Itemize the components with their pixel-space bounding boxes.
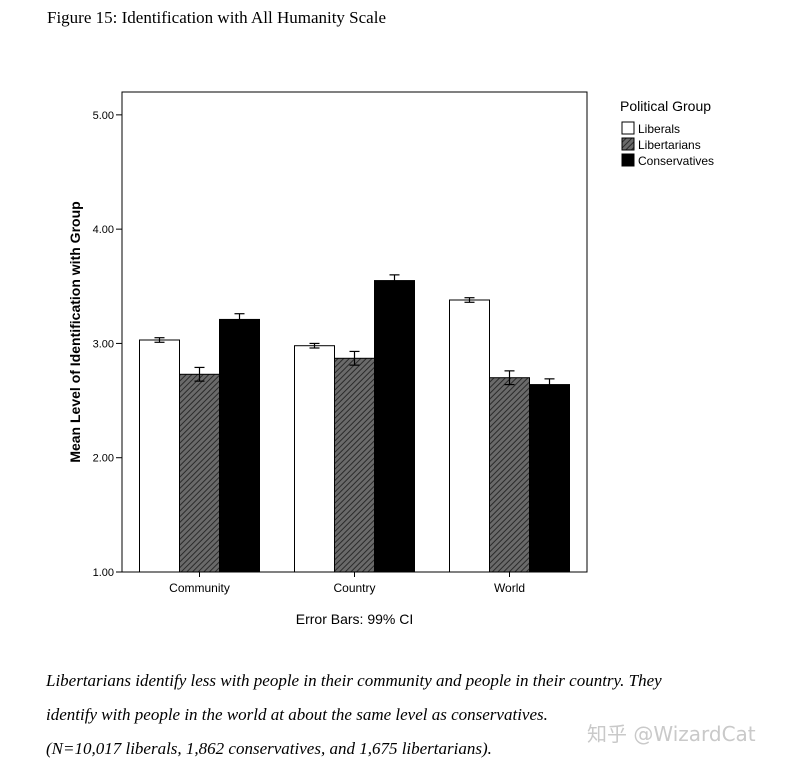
legend-swatch-liberals xyxy=(621,121,635,135)
bar-liberals-community xyxy=(139,339,180,573)
bar-libertarians-world xyxy=(489,377,530,573)
error-bars-note: Error Bars: 99% CI xyxy=(296,611,413,627)
legend-title: Political Group xyxy=(620,98,711,114)
chart-area: 1.00 2.00 3.00 4.00 5.00 Mean Level of Identi… xyxy=(67,91,714,627)
caption-line-2: identify with people in the world at abo… xyxy=(46,705,548,724)
bar-chart: 1.00 2.00 3.00 4.00 5.00 Mean Level of Identi… xyxy=(67,91,714,627)
bar-conservatives-community xyxy=(219,318,260,573)
y-tick-label: 1.00 xyxy=(93,567,114,579)
watermark-text: 知乎 @WizardCat xyxy=(587,722,756,746)
figure-caption: Libertarians identify less with people i… xyxy=(46,664,786,766)
legend-swatch-conservatives xyxy=(621,153,635,167)
x-tick-label: World xyxy=(494,581,525,595)
caption-line-3: (N=10,017 liberals, 1,862 conservatives,… xyxy=(46,739,492,758)
bar-liberals-world xyxy=(449,299,490,573)
bar-conservatives-country xyxy=(374,280,415,573)
bar-libertarians-community xyxy=(179,373,220,573)
figure-title: Figure 15: Identification with All Human… xyxy=(47,8,386,27)
legend-swatch-libertarians xyxy=(621,137,635,151)
legend-label-liberals: Liberals xyxy=(638,122,680,136)
y-tick-label: 5.00 xyxy=(93,110,114,122)
legend-label-libertarians: Libertarians xyxy=(638,138,701,152)
bar-liberals-country xyxy=(294,345,335,573)
x-tick-label: Country xyxy=(333,581,375,595)
y-tick-label: 4.00 xyxy=(93,224,114,236)
legend-label-conservatives: Conservatives xyxy=(638,154,714,168)
bar-conservatives-world xyxy=(529,384,570,573)
y-axis-label: Mean Level of Identification with Group xyxy=(67,201,83,462)
y-tick-label: 3.00 xyxy=(93,338,114,350)
caption-line-1: Libertarians identify less with people i… xyxy=(46,671,662,690)
x-tick-label: Community xyxy=(169,581,230,595)
bar-libertarians-country xyxy=(334,357,375,573)
y-tick-label: 2.00 xyxy=(93,453,114,465)
